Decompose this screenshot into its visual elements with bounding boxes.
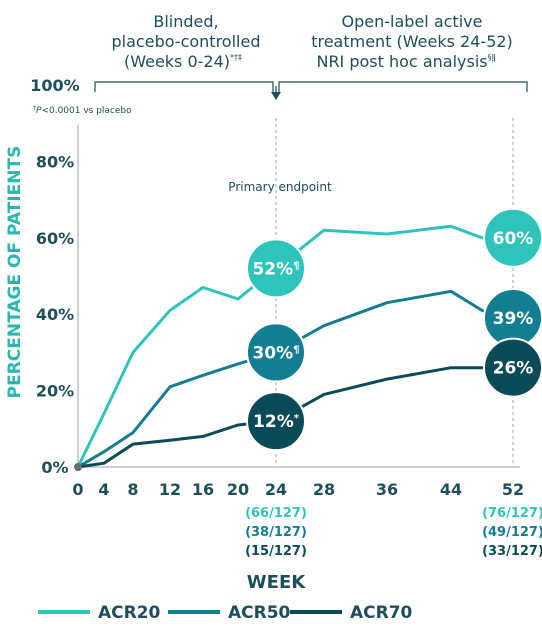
value-bubble-sup: ¶ (293, 344, 299, 355)
value-bubble-value: 12% (253, 412, 294, 432)
header-left: Blinded, placebo-controlled (Weeks 0-24)… (112, 12, 261, 71)
value-bubble-value: 39% (493, 309, 534, 329)
x-tick-label: 8 (127, 480, 138, 499)
value-bubble (483, 337, 542, 398)
axis-ticks: 0% 20% 40% 60% 80% 100% 0 4 8 12 16 20 24 28 36 44 52 (30, 76, 524, 499)
value-bubble (246, 391, 306, 452)
legend-label: ACR20 (98, 603, 161, 623)
y-tick-label: 0% (41, 458, 68, 477)
value-bubble-sup: ¶ (293, 260, 299, 271)
bracket-open-label (278, 81, 528, 92)
x-tick-label: 24 (265, 480, 287, 499)
value-bubble-label: 60% (493, 229, 534, 249)
value-bubble-label: 26% (493, 359, 534, 379)
legend-label: ACR50 (228, 603, 291, 623)
value-bubble-label: 52%¶ (252, 259, 299, 279)
header-left-line-2: placebo-controlled (112, 32, 261, 51)
y-tick-label: 80% (36, 152, 74, 171)
patient-count-label: (49/127) (482, 525, 542, 540)
value-bubble (246, 322, 306, 383)
footnote: †P<0.0001 vs placebo (33, 105, 132, 116)
y-tick-label: 60% (36, 229, 74, 248)
x-tick-label: 12 (159, 480, 181, 499)
footnote-italic: P (36, 106, 42, 116)
x-tick-label: 52 (502, 480, 524, 499)
x-tick-label: 16 (192, 480, 214, 499)
value-bubbles: 52%¶30%¶12%*60%39%26% (246, 207, 542, 452)
value-bubble-value: 30% (252, 343, 293, 363)
y-tick-label: 100% (30, 76, 79, 95)
header-right-line-1: Open-label active (342, 12, 483, 31)
header-left-line-1: Blinded, (153, 12, 218, 31)
header-right-line-3: NRI post hoc analysis§ǁ (316, 52, 495, 71)
header-right-line-3-text: NRI post hoc analysis (316, 52, 487, 71)
bracket-divider-arrow-head (271, 92, 281, 100)
y-tick-label: 40% (36, 305, 74, 324)
header-right: Open-label active treatment (Weeks 24-52… (311, 12, 513, 71)
legend: ACR20 ACR50 ACR70 (38, 603, 413, 623)
value-bubble-label: 39% (493, 309, 534, 329)
patient-count-label: (33/127) (482, 544, 542, 559)
value-bubble (483, 207, 542, 268)
bracket-blinded (94, 81, 274, 92)
x-tick-label: 0 (72, 480, 83, 499)
y-axis-title: PERCENTAGE OF PATIENTS (5, 146, 25, 399)
value-bubble-value: 52% (252, 259, 293, 279)
legend-label: ACR70 (350, 603, 413, 623)
header-right-sup: §ǁ (488, 53, 496, 62)
patient-count-label: (66/127) (245, 506, 307, 521)
y-tick-label: 20% (36, 382, 74, 401)
footnote-rest: <0.0001 vs placebo (41, 106, 132, 116)
patient-count-label: (76/127) (482, 506, 542, 521)
patient-count-label: (15/127) (245, 544, 307, 559)
x-tick-label: 36 (376, 480, 398, 499)
footnote-symbol: † (33, 105, 36, 112)
header-left-line-3-text: (Weeks 0-24) (124, 52, 230, 71)
x-tick-label: 44 (440, 480, 462, 499)
patient-count-labels: (66/127) (38/127) (15/127) (76/127) (49/127)… (245, 506, 542, 559)
x-tick-label: 20 (227, 480, 249, 499)
header-left-line-3: (Weeks 0-24)*†‡ (124, 52, 242, 71)
primary-endpoint-label: Primary endpoint (228, 180, 332, 194)
value-bubble-value: 26% (493, 359, 534, 379)
header-left-sup: *†‡ (230, 53, 242, 62)
patient-count-label: (38/127) (245, 525, 307, 540)
x-tick-label: 28 (313, 480, 335, 499)
header-right-line-2: treatment (Weeks 24-52) (311, 32, 513, 51)
x-tick-label: 4 (98, 480, 109, 499)
value-bubble (246, 238, 306, 299)
value-bubble-value: 60% (493, 229, 534, 249)
value-bubble-label: 12%* (253, 412, 300, 432)
origin-point (74, 463, 82, 471)
value-bubble-sup: * (294, 413, 300, 424)
x-axis-title: WEEK (247, 572, 306, 593)
value-bubble-label: 30%¶ (252, 343, 299, 363)
